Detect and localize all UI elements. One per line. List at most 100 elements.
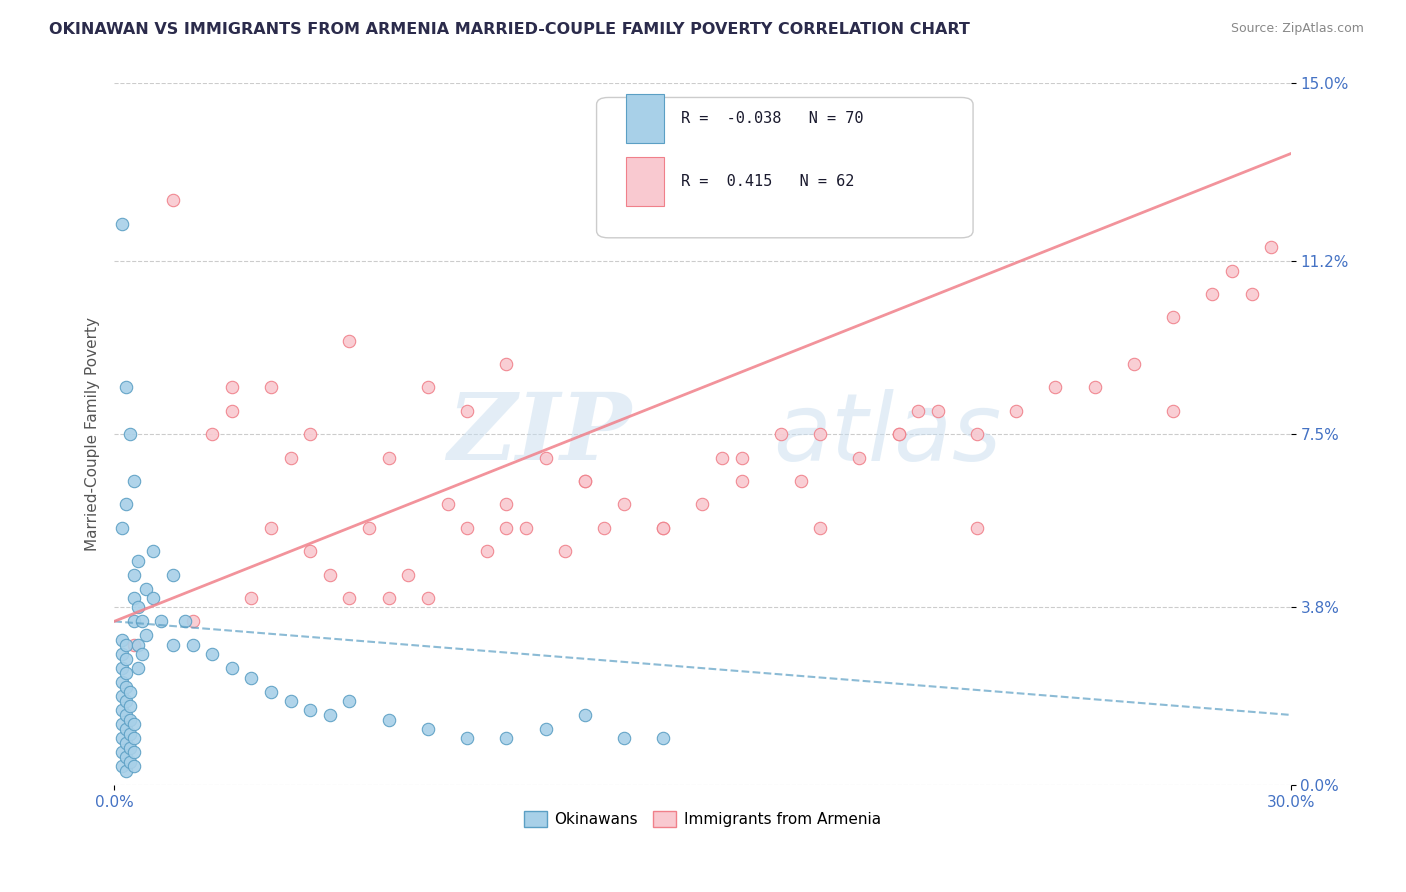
Point (554, 544, 576, 558)
Point (118, 740, 141, 755)
Text: R =  -0.038   N = 70: R = -0.038 N = 70 (682, 111, 863, 126)
Point (115, 380, 138, 394)
Point (359, 521, 381, 535)
Point (280, 694, 302, 708)
Point (127, 600, 149, 615)
Point (115, 736, 138, 750)
Point (131, 647, 153, 661)
Point (142, 544, 165, 558)
Point (534, 450, 557, 465)
Point (416, 380, 439, 394)
Text: R =  0.415   N = 62: R = 0.415 N = 62 (682, 174, 855, 189)
Point (115, 680, 138, 694)
Point (201, 427, 224, 442)
Legend: Okinawans, Immigrants from Armenia: Okinawans, Immigrants from Armenia (517, 805, 887, 834)
Point (111, 217, 134, 231)
Point (1161, 404, 1184, 418)
Point (150, 615, 173, 629)
Point (111, 717, 134, 731)
Point (111, 661, 134, 675)
Y-axis label: Married-Couple Family Poverty: Married-Couple Family Poverty (86, 318, 100, 551)
Point (475, 544, 498, 558)
Point (652, 731, 675, 746)
Point (135, 628, 157, 642)
Point (122, 567, 145, 582)
Point (515, 521, 537, 535)
Point (118, 713, 141, 727)
Point (280, 450, 302, 465)
Point (593, 521, 616, 535)
Point (115, 665, 138, 680)
Point (887, 427, 910, 442)
Point (495, 498, 517, 512)
Point (127, 661, 149, 675)
Point (173, 615, 195, 629)
Point (181, 638, 204, 652)
Point (162, 567, 184, 582)
Point (299, 703, 322, 717)
Point (181, 615, 204, 629)
Point (115, 638, 138, 652)
Point (339, 334, 361, 348)
Point (122, 717, 145, 731)
Point (613, 498, 636, 512)
Point (111, 633, 134, 648)
Point (789, 474, 811, 488)
Point (574, 707, 596, 722)
Point (927, 404, 949, 418)
Point (907, 404, 929, 418)
Point (574, 474, 596, 488)
Point (122, 615, 145, 629)
Point (652, 521, 675, 535)
Point (339, 591, 361, 605)
Point (966, 427, 988, 442)
Point (111, 731, 134, 746)
Text: ZIP: ZIP (447, 389, 631, 479)
Point (127, 638, 149, 652)
Point (111, 675, 134, 690)
Point (887, 427, 910, 442)
Point (115, 764, 138, 778)
Point (574, 474, 596, 488)
FancyBboxPatch shape (626, 157, 664, 206)
Point (221, 404, 243, 418)
Point (416, 591, 439, 605)
Point (613, 731, 636, 746)
Point (122, 731, 145, 746)
Point (111, 703, 134, 717)
Point (534, 722, 557, 736)
Point (111, 759, 134, 773)
Point (260, 521, 283, 535)
Point (731, 474, 754, 488)
Point (416, 722, 439, 736)
Point (118, 427, 141, 442)
Point (111, 647, 134, 661)
Point (848, 450, 870, 465)
Point (201, 647, 224, 661)
Point (319, 567, 342, 582)
FancyBboxPatch shape (596, 97, 973, 238)
Point (111, 745, 134, 759)
Point (339, 694, 361, 708)
Point (111, 690, 134, 704)
Point (377, 713, 399, 727)
Point (456, 521, 478, 535)
Point (142, 591, 165, 605)
Point (118, 726, 141, 740)
Point (1084, 380, 1107, 394)
Point (456, 404, 478, 418)
Point (162, 194, 184, 208)
Point (122, 591, 145, 605)
Point (260, 684, 283, 698)
Point (122, 638, 145, 652)
Point (396, 567, 419, 582)
Point (436, 498, 458, 512)
Point (1201, 287, 1223, 301)
Point (115, 652, 138, 666)
Point (377, 450, 399, 465)
Point (769, 427, 792, 442)
Point (808, 521, 831, 535)
Point (1220, 263, 1243, 277)
Point (118, 684, 141, 698)
Point (456, 731, 478, 746)
